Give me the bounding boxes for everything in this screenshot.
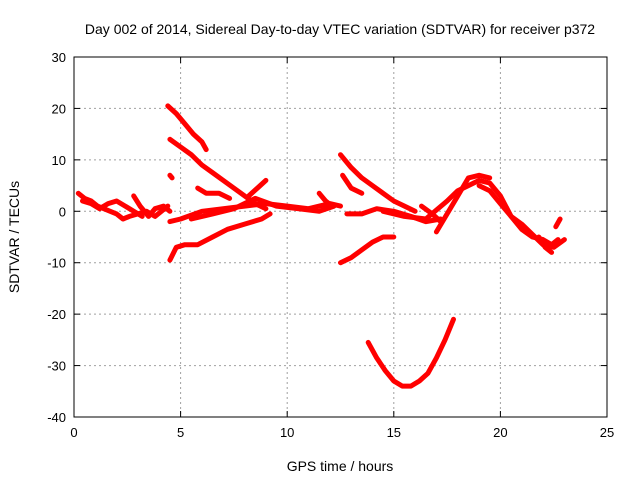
series-arc-9 — [195, 185, 233, 201]
x-tick-label: 20 — [493, 425, 507, 440]
series-arc-10 — [167, 211, 273, 263]
y-tick-label: -10 — [47, 256, 66, 271]
x-tick-label: 5 — [177, 425, 184, 440]
series-arc-14 — [338, 234, 397, 266]
grid — [74, 57, 607, 417]
series-arc-11 — [316, 190, 335, 209]
series-arc-12 — [338, 152, 418, 214]
series-arc-21 — [553, 216, 563, 230]
x-tick-label: 10 — [280, 425, 294, 440]
y-tick-label: 30 — [52, 50, 66, 65]
series-arc-2 — [80, 198, 145, 219]
series-arc-20 — [536, 234, 555, 255]
series-arc-7 — [167, 201, 343, 225]
x-tick-label: 15 — [387, 425, 401, 440]
y-tick-label: -20 — [47, 307, 66, 322]
y-tick-label: 0 — [59, 204, 66, 219]
series-arc-8 — [188, 195, 337, 222]
series-arc-19 — [476, 183, 561, 248]
series-arc-6 — [246, 177, 269, 199]
x-tick-label: 0 — [70, 425, 77, 440]
series-arc-3 — [131, 193, 173, 219]
y-axis-label: SDTVAR / TECUs — [6, 181, 22, 293]
series-arc-18 — [419, 203, 444, 225]
y-tick-label: 10 — [52, 153, 66, 168]
series-arc-17 — [433, 172, 493, 235]
y-tick-label: 20 — [52, 101, 66, 116]
series-arc-22 — [365, 316, 456, 389]
chart-title: Day 002 of 2014, Sidereal Day-to-day VTE… — [85, 21, 595, 37]
series-arc-23 — [167, 172, 175, 181]
x-tick-label: 25 — [600, 425, 614, 440]
series-arc-13 — [340, 172, 365, 196]
x-axis-label: GPS time / hours — [287, 458, 394, 474]
plot-frame — [73, 56, 608, 418]
series-arc-4 — [165, 103, 209, 153]
y-tick-label: -40 — [47, 410, 66, 425]
data-series — [75, 103, 567, 389]
y-tick-label: -30 — [47, 359, 66, 374]
